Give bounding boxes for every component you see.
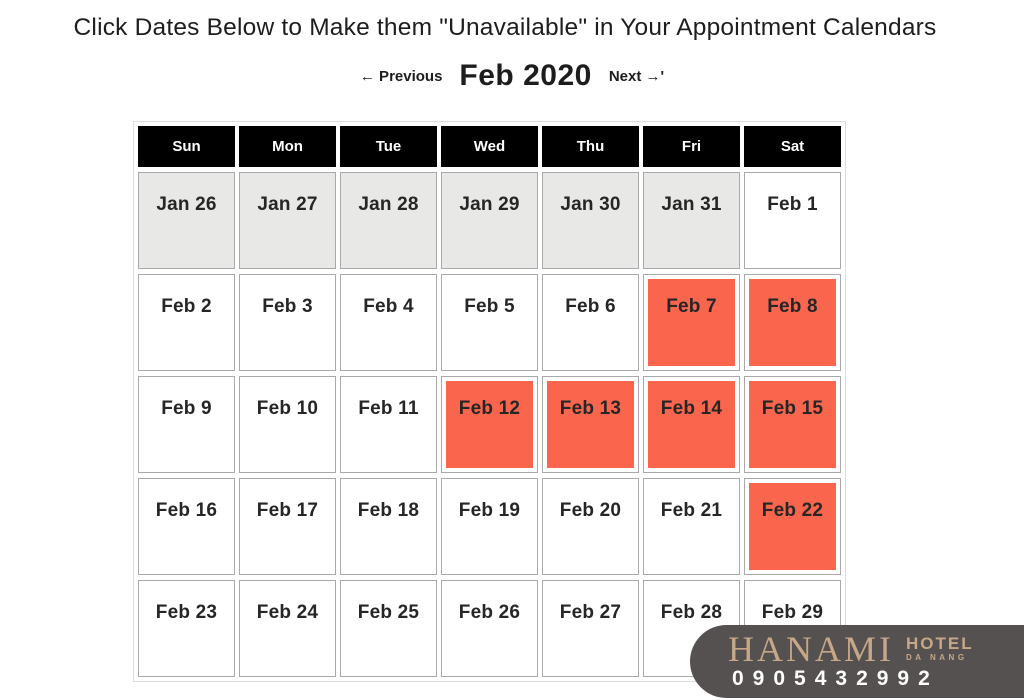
calendar-day-label: Jan 30 [560, 194, 621, 215]
calendar-day-label: Feb 4 [363, 296, 414, 317]
calendar-day-label: Feb 26 [458, 602, 521, 623]
calendar-day-label: Feb 1 [767, 194, 818, 215]
hotel-watermark-badge: HANAMI HOTEL DA NANG 0905432992 [690, 625, 1024, 698]
calendar-day[interactable]: Feb 18 [340, 478, 437, 575]
calendar-day-label: Jan 26 [156, 194, 217, 215]
calendar-day[interactable]: Feb 16 [138, 478, 235, 575]
calendar-day[interactable]: Feb 17 [239, 478, 336, 575]
calendar-day[interactable]: Feb 2 [138, 274, 235, 371]
calendar-day[interactable]: Feb 25 [340, 580, 437, 677]
calendar-day[interactable]: Feb 1 [744, 172, 841, 269]
calendar-day[interactable]: Feb 22 [744, 478, 841, 575]
calendar-day[interactable]: Feb 7 [643, 274, 740, 371]
day-header: Tue [340, 126, 437, 167]
day-header: Thu [542, 126, 639, 167]
calendar-day[interactable]: Feb 24 [239, 580, 336, 677]
day-header: Sat [744, 126, 841, 167]
calendar-day[interactable]: Feb 19 [441, 478, 538, 575]
calendar-day-label: Feb 5 [464, 296, 515, 317]
calendar-day: Jan 28 [340, 172, 437, 269]
previous-month-button[interactable]: ← Previous [359, 67, 443, 85]
calendar-day: Jan 31 [643, 172, 740, 269]
day-header: Sun [138, 126, 235, 167]
calendar-day-label: Feb 27 [559, 602, 622, 623]
calendar-day[interactable]: Feb 14 [643, 376, 740, 473]
hotel-brand-name: HANAMI [728, 629, 894, 669]
hotel-brand-city-label: DA NANG [906, 653, 968, 662]
calendar-day[interactable]: Feb 10 [239, 376, 336, 473]
calendar-day[interactable]: Feb 5 [441, 274, 538, 371]
day-header: Mon [239, 126, 336, 167]
calendar-day[interactable]: Feb 20 [542, 478, 639, 575]
calendar-day-label: Feb 17 [256, 500, 319, 521]
calendar-day-label: Feb 22 [749, 483, 836, 570]
hotel-brand-side: HOTEL DA NANG [906, 631, 974, 662]
calendar-day-label: Feb 7 [648, 279, 735, 366]
calendar: Sun Mon Tue Wed Thu Fri Sat Jan 26 Jan 27 Jan 28 J… [133, 121, 846, 682]
calendar-day-label: Feb 29 [761, 602, 824, 623]
calendar-day-label: Feb 21 [660, 500, 723, 521]
calendar-day-label: Feb 9 [161, 398, 212, 419]
calendar-day-label: Jan 29 [459, 194, 520, 215]
calendar-day-label: Feb 12 [446, 381, 533, 468]
hotel-brand-hotel-label: HOTEL [906, 634, 974, 653]
calendar-day[interactable]: Feb 27 [542, 580, 639, 677]
calendar-nav: ← Previous Feb 2020 Next →' [22, 59, 1002, 93]
calendar-day-label: Feb 19 [458, 500, 521, 521]
month-title: Feb 2020 [459, 59, 592, 92]
calendar-day[interactable]: Feb 13 [542, 376, 639, 473]
calendar-day-label: Feb 3 [262, 296, 313, 317]
calendar-day-label: Feb 14 [648, 381, 735, 468]
calendar-day[interactable]: Feb 6 [542, 274, 639, 371]
calendar-day-label: Feb 15 [749, 381, 836, 468]
calendar-day: Jan 30 [542, 172, 639, 269]
calendar-day-label: Feb 13 [547, 381, 634, 468]
calendar-day-label: Feb 8 [749, 279, 836, 366]
calendar-day: Jan 27 [239, 172, 336, 269]
calendar-day-label: Jan 27 [257, 194, 318, 215]
calendar-day-label: Feb 2 [161, 296, 212, 317]
calendar-day[interactable]: Feb 3 [239, 274, 336, 371]
day-header: Fri [643, 126, 740, 167]
calendar-day[interactable]: Feb 21 [643, 478, 740, 575]
calendar-day[interactable]: Feb 15 [744, 376, 841, 473]
calendar-day[interactable]: Feb 8 [744, 274, 841, 371]
calendar-day-label: Feb 11 [358, 398, 419, 419]
calendar-day-label: Feb 23 [155, 602, 218, 623]
calendar-grid: Sun Mon Tue Wed Thu Fri Sat Jan 26 Jan 27 Jan 28 J… [138, 126, 841, 677]
calendar-day-label: Feb 25 [357, 602, 420, 623]
calendar-day-label: Feb 6 [565, 296, 616, 317]
calendar-day[interactable]: Feb 4 [340, 274, 437, 371]
next-month-button[interactable]: Next →' [608, 67, 665, 85]
calendar-day[interactable]: Feb 23 [138, 580, 235, 677]
hotel-brand-row: HANAMI HOTEL DA NANG [728, 631, 1024, 667]
calendar-day-label: Feb 16 [155, 500, 218, 521]
page-title: Click Dates Below to Make them "Unavaila… [73, 14, 937, 41]
day-header: Wed [441, 126, 538, 167]
calendar-day-label: Jan 31 [661, 194, 722, 215]
calendar-day[interactable]: Feb 11 [340, 376, 437, 473]
calendar-day[interactable]: Feb 9 [138, 376, 235, 473]
calendar-day-label: Feb 18 [357, 500, 420, 521]
calendar-day-label: Feb 24 [256, 602, 319, 623]
calendar-day-label: Feb 10 [256, 398, 319, 419]
calendar-day: Jan 26 [138, 172, 235, 269]
calendar-day-label: Jan 28 [358, 194, 419, 215]
calendar-day[interactable]: Feb 26 [441, 580, 538, 677]
calendar-day-label: Feb 28 [660, 602, 723, 623]
calendar-day[interactable]: Feb 12 [441, 376, 538, 473]
calendar-day-label: Feb 20 [559, 500, 622, 521]
calendar-day: Jan 29 [441, 172, 538, 269]
hotel-phone-number: 0905432992 [732, 667, 939, 690]
